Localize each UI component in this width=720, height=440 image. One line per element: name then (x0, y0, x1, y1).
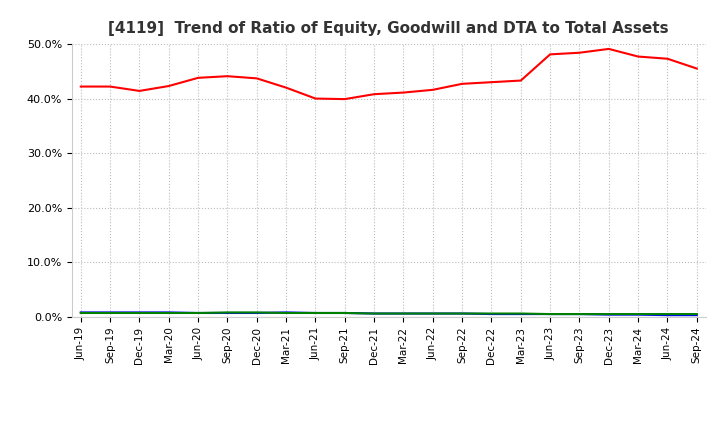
Deferred Tax Assets (487, 311, 496, 316)
Equity (546, 52, 554, 57)
Deferred Tax Assets (546, 312, 554, 317)
Goodwill (164, 310, 173, 315)
Equity (164, 83, 173, 88)
Goodwill (575, 312, 584, 317)
Deferred Tax Assets (106, 310, 114, 315)
Goodwill (282, 310, 290, 315)
Equity (428, 87, 437, 92)
Goodwill (546, 312, 554, 317)
Equity (341, 96, 349, 102)
Line: Goodwill: Goodwill (81, 312, 697, 315)
Goodwill (487, 312, 496, 317)
Deferred Tax Assets (575, 312, 584, 317)
Goodwill (605, 312, 613, 317)
Equity (399, 90, 408, 95)
Deferred Tax Assets (311, 310, 320, 315)
Deferred Tax Assets (458, 311, 467, 316)
Equity (76, 84, 85, 89)
Legend: Equity, Goodwill, Deferred Tax Assets: Equity, Goodwill, Deferred Tax Assets (194, 438, 583, 440)
Goodwill (693, 312, 701, 318)
Deferred Tax Assets (135, 310, 144, 315)
Deferred Tax Assets (370, 311, 379, 316)
Deferred Tax Assets (76, 310, 85, 315)
Equity (487, 80, 496, 85)
Deferred Tax Assets (223, 310, 232, 315)
Goodwill (135, 310, 144, 315)
Equity (223, 73, 232, 79)
Equity (634, 54, 642, 59)
Equity (106, 84, 114, 89)
Goodwill (223, 310, 232, 315)
Deferred Tax Assets (253, 310, 261, 315)
Equity (516, 78, 525, 83)
Line: Equity: Equity (81, 49, 697, 99)
Deferred Tax Assets (693, 312, 701, 317)
Goodwill (663, 312, 672, 318)
Equity (311, 96, 320, 101)
Goodwill (458, 311, 467, 316)
Deferred Tax Assets (282, 310, 290, 315)
Goodwill (341, 310, 349, 315)
Deferred Tax Assets (605, 312, 613, 317)
Deferred Tax Assets (194, 310, 202, 315)
Equity (135, 88, 144, 94)
Line: Deferred Tax Assets: Deferred Tax Assets (81, 312, 697, 314)
Equity (663, 56, 672, 61)
Goodwill (634, 312, 642, 317)
Equity (370, 92, 379, 97)
Goodwill (370, 311, 379, 316)
Equity (693, 66, 701, 71)
Deferred Tax Assets (164, 310, 173, 315)
Deferred Tax Assets (399, 311, 408, 316)
Equity (282, 85, 290, 90)
Goodwill (516, 312, 525, 317)
Deferred Tax Assets (341, 310, 349, 315)
Goodwill (194, 310, 202, 315)
Goodwill (399, 311, 408, 316)
Equity (458, 81, 467, 87)
Deferred Tax Assets (516, 311, 525, 316)
Goodwill (428, 311, 437, 316)
Goodwill (311, 310, 320, 315)
Goodwill (106, 310, 114, 315)
Goodwill (253, 310, 261, 315)
Deferred Tax Assets (634, 312, 642, 317)
Goodwill (76, 310, 85, 315)
Equity (575, 50, 584, 55)
Equity (605, 46, 613, 51)
Deferred Tax Assets (663, 312, 672, 317)
Equity (194, 75, 202, 81)
Title: [4119]  Trend of Ratio of Equity, Goodwill and DTA to Total Assets: [4119] Trend of Ratio of Equity, Goodwil… (109, 21, 669, 36)
Deferred Tax Assets (428, 311, 437, 316)
Equity (253, 76, 261, 81)
